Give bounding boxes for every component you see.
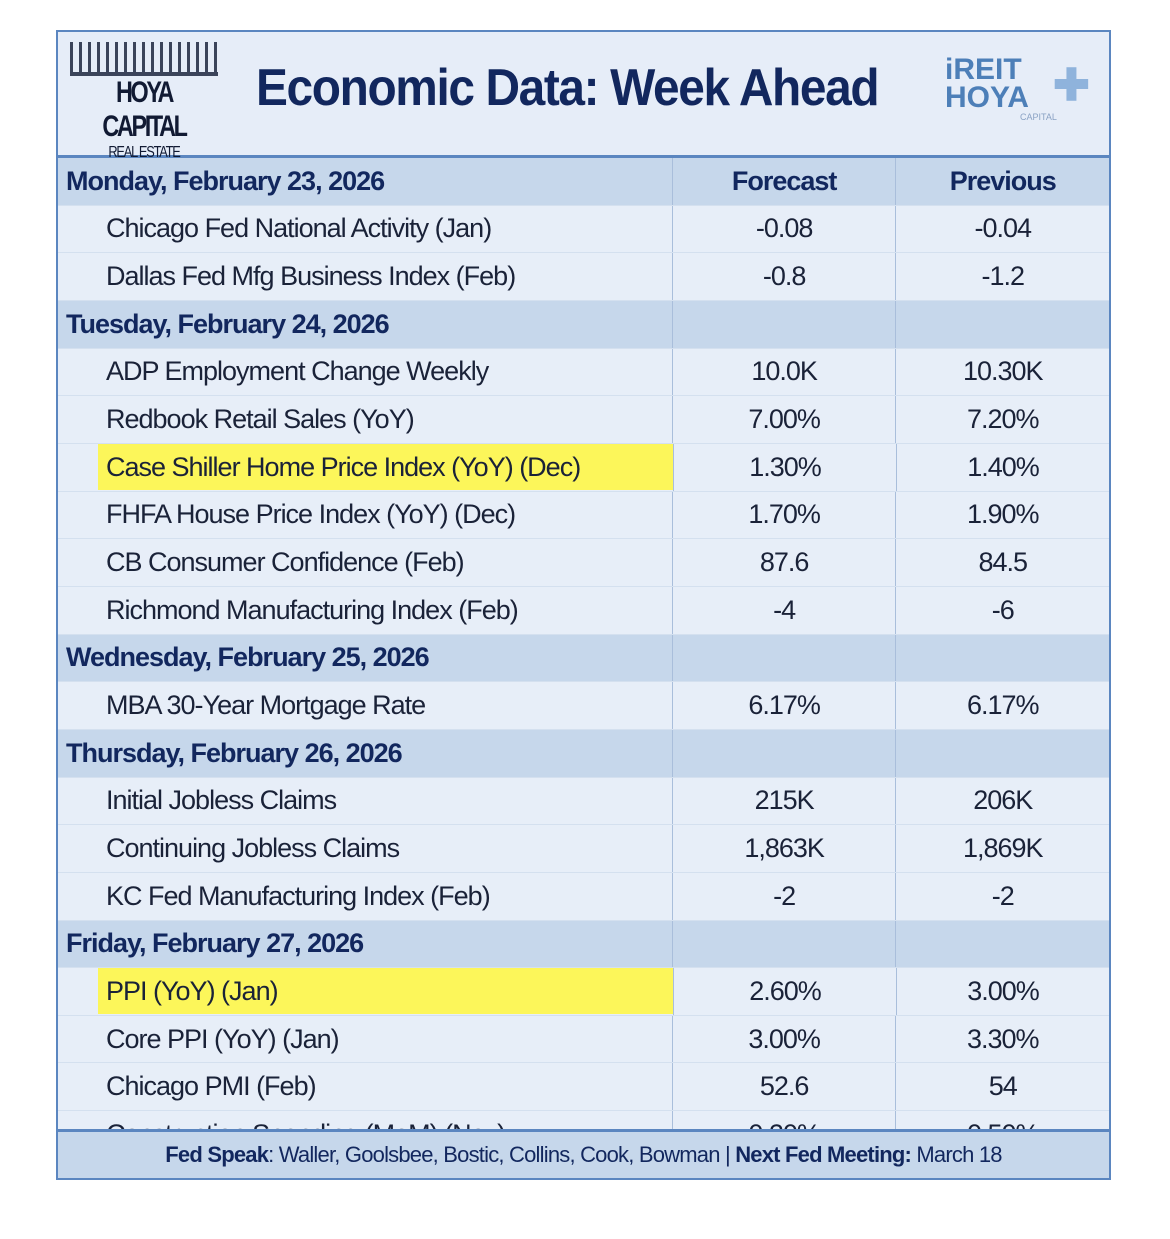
day-header-row: Tuesday, February 24, 2026 (58, 299, 1109, 348)
table-row: Dallas Fed Mfg Business Index (Feb) -0.8… (58, 252, 1109, 300)
forecast-value: -0.8 (671, 253, 896, 300)
forecast-value: 1.30% (673, 443, 896, 491)
previous-value: 1,869K (895, 825, 1109, 872)
fed-speak-list: : Waller, Goolsbee, Bostic, Collins, Coo… (268, 1142, 736, 1167)
previous-header: Previous (949, 165, 1057, 196)
table-row: Chicago PMI (Feb) 52.6 54 (58, 1062, 1109, 1111)
forecast-value: 10.0K (671, 348, 896, 396)
table-row: Initial Jobless Claims 215K 206K (58, 776, 1109, 825)
indicator-name: ADP Employment Change Weekly (106, 356, 489, 387)
indicator-name: Case Shiller Home Price Index (YoY) (Dec… (98, 444, 673, 491)
previous-value: 3.00% (895, 968, 1109, 1015)
hoya-capital-logo: HOYA CAPITAL REAL ESTATE (70, 42, 218, 161)
indicator-name: Dallas Fed Mfg Business Index (Feb) (106, 261, 516, 292)
day-date: Friday, February 27, 2026 (66, 928, 364, 959)
header: HOYA CAPITAL REAL ESTATE Economic Data: … (58, 32, 1109, 161)
table-row: CB Consumer Confidence (Feb) 87.6 84.5 (58, 538, 1109, 586)
economic-calendar-card: HOYA CAPITAL REAL ESTATE Economic Data: … (56, 30, 1111, 1180)
previous-value: 7.20% (895, 396, 1109, 443)
table-row: Chicago Fed National Activity (Jan) -0.0… (58, 204, 1109, 253)
table-row: Continuing Jobless Claims 1,863K 1,869K (58, 824, 1109, 872)
indicator-name: KC Fed Manufacturing Index (Feb) (106, 880, 491, 911)
logo-subtext: CAPITAL (1020, 112, 1057, 122)
forecast-value: 7.00% (671, 396, 896, 443)
previous-value: -0.04 (895, 205, 1109, 253)
forecast-value: 1.70% (671, 491, 896, 539)
indicator-name: FHFA House Price Index (YoY) (Dec) (106, 499, 516, 530)
table-row: Core PPI (YoY) (Jan) 3.00% 3.30% (58, 1014, 1109, 1063)
forecast-value: 52.6 (671, 1063, 896, 1111)
logo-subtext: REAL ESTATE (108, 144, 180, 161)
day-header-row: Monday, February 23, 2026 Forecast Previ… (58, 158, 1109, 205)
indicator-name: Initial Jobless Claims (106, 785, 337, 816)
calendar-table: Monday, February 23, 2026 Forecast Previ… (58, 158, 1109, 1158)
logo-text: iREIT (945, 53, 1022, 86)
indicator-name: Redbook Retail Sales (YoY) (106, 404, 415, 435)
previous-value: 10.30K (895, 348, 1109, 396)
forecast-value: 87.6 (671, 539, 896, 586)
day-date: Monday, February 23, 2026 (66, 165, 385, 196)
skyline-icon (70, 42, 218, 76)
previous-value: 1.40% (895, 443, 1109, 491)
previous-value: -1.2 (895, 253, 1109, 300)
plus-icon: ✚ (1053, 61, 1090, 110)
ireit-hoya-logo: ✚ iREIT HOYA CAPITAL (945, 53, 1095, 123)
indicator-name: Chicago Fed National Activity (Jan) (106, 213, 492, 244)
table-row: ADP Employment Change Weekly 10.0K 10.30… (58, 347, 1109, 396)
table-row: Redbook Retail Sales (YoY) 7.00% 7.20% (58, 395, 1109, 443)
previous-value: 3.30% (895, 1015, 1109, 1063)
forecast-value: 6.17% (671, 682, 896, 729)
table-row: PPI (YoY) (Jan) 2.60% 3.00% (58, 967, 1109, 1015)
previous-value: 6.17% (895, 682, 1109, 729)
previous-value: 1.90% (895, 491, 1109, 539)
previous-value: 206K (895, 777, 1109, 825)
indicator-name: CB Consumer Confidence (Feb) (106, 547, 465, 578)
indicator-name: Richmond Manufacturing Index (Feb) (106, 594, 519, 625)
next-meeting-date: March 18 (911, 1142, 1002, 1167)
logo-text: HOYA CAPITAL (102, 76, 188, 143)
previous-value: 84.5 (895, 539, 1109, 586)
table-row: Case Shiller Home Price Index (YoY) (Dec… (58, 442, 1109, 491)
forecast-value: 2.60% (673, 968, 896, 1015)
table-row: MBA 30-Year Mortgage Rate 6.17% 6.17% (58, 681, 1109, 729)
forecast-header: Forecast (731, 165, 838, 196)
forecast-value: -2 (671, 872, 896, 920)
previous-value: 54 (895, 1063, 1109, 1111)
forecast-value: 1,863K (671, 825, 896, 872)
footer: Fed Speak : Waller, Goolsbee, Bostic, Co… (58, 1129, 1109, 1178)
previous-value: -2 (895, 872, 1109, 920)
indicator-name: Core PPI (YoY) (Jan) (106, 1023, 340, 1054)
forecast-value: -4 (671, 586, 896, 634)
next-meeting-label: Next Fed Meeting: (735, 1142, 912, 1167)
previous-value: -6 (895, 586, 1109, 634)
table-row: FHFA House Price Index (YoY) (Dec) 1.70%… (58, 490, 1109, 539)
forecast-value: -0.08 (671, 205, 896, 253)
day-header-row: Thursday, February 26, 2026 (58, 728, 1109, 777)
logo-text: HOYA (945, 81, 1029, 114)
day-header-row: Wednesday, February 25, 2026 (58, 633, 1109, 682)
day-date: Thursday, February 26, 2026 (66, 737, 403, 768)
day-header-row: Friday, February 27, 2026 (58, 919, 1109, 968)
day-date: Wednesday, February 25, 2026 (66, 642, 430, 673)
page-title: Economic Data: Week Ahead (256, 59, 880, 117)
forecast-value: 215K (671, 777, 896, 825)
table-row: Richmond Manufacturing Index (Feb) -4 -6 (58, 585, 1109, 634)
indicator-name: MBA 30-Year Mortgage Rate (106, 690, 426, 721)
indicator-name: PPI (YoY) (Jan) (98, 968, 673, 1015)
fed-speak-label: Fed Speak (165, 1142, 269, 1167)
indicator-name: Continuing Jobless Claims (106, 833, 400, 864)
indicator-name: Chicago PMI (Feb) (106, 1071, 317, 1102)
day-date: Tuesday, February 24, 2026 (66, 308, 390, 339)
table-row: KC Fed Manufacturing Index (Feb) -2 -2 (58, 871, 1109, 920)
forecast-value: 3.00% (671, 1015, 896, 1063)
